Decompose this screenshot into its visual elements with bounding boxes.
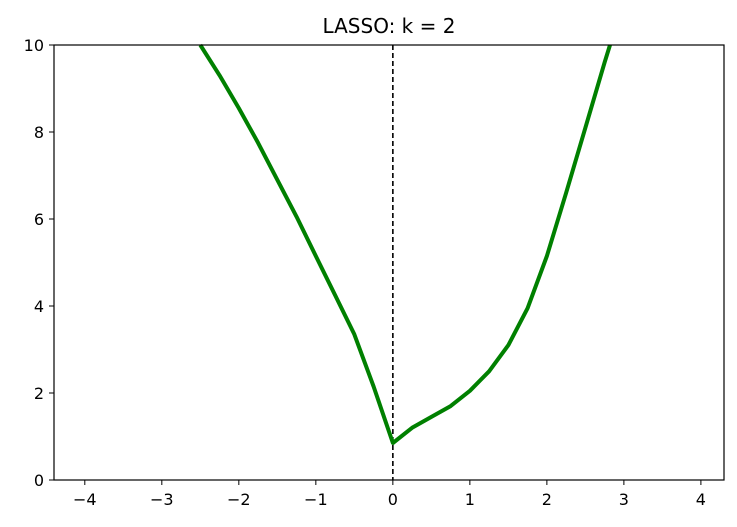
- y-tick-label: 6: [34, 210, 44, 229]
- x-tick-label: −2: [227, 490, 251, 509]
- x-tick-label: 3: [619, 490, 629, 509]
- y-tick-label: 2: [34, 384, 44, 403]
- x-tick-label: 1: [465, 490, 475, 509]
- x-tick-label: −4: [73, 490, 97, 509]
- x-tick-label: −1: [304, 490, 328, 509]
- plot-frame: [53, 44, 725, 481]
- x-tick-label: −3: [150, 490, 174, 509]
- y-tick-label: 0: [34, 471, 44, 490]
- y-tick-label: 10: [24, 36, 44, 55]
- chart-title: LASSO: k = 2: [323, 14, 456, 38]
- x-tick-label: 0: [388, 490, 398, 509]
- y-tick-label: 4: [34, 297, 44, 316]
- y-tick-label: 8: [34, 123, 44, 142]
- x-tick-label: 2: [542, 490, 552, 509]
- x-tick-label: 4: [696, 490, 706, 509]
- series-line-0: [198, 43, 612, 445]
